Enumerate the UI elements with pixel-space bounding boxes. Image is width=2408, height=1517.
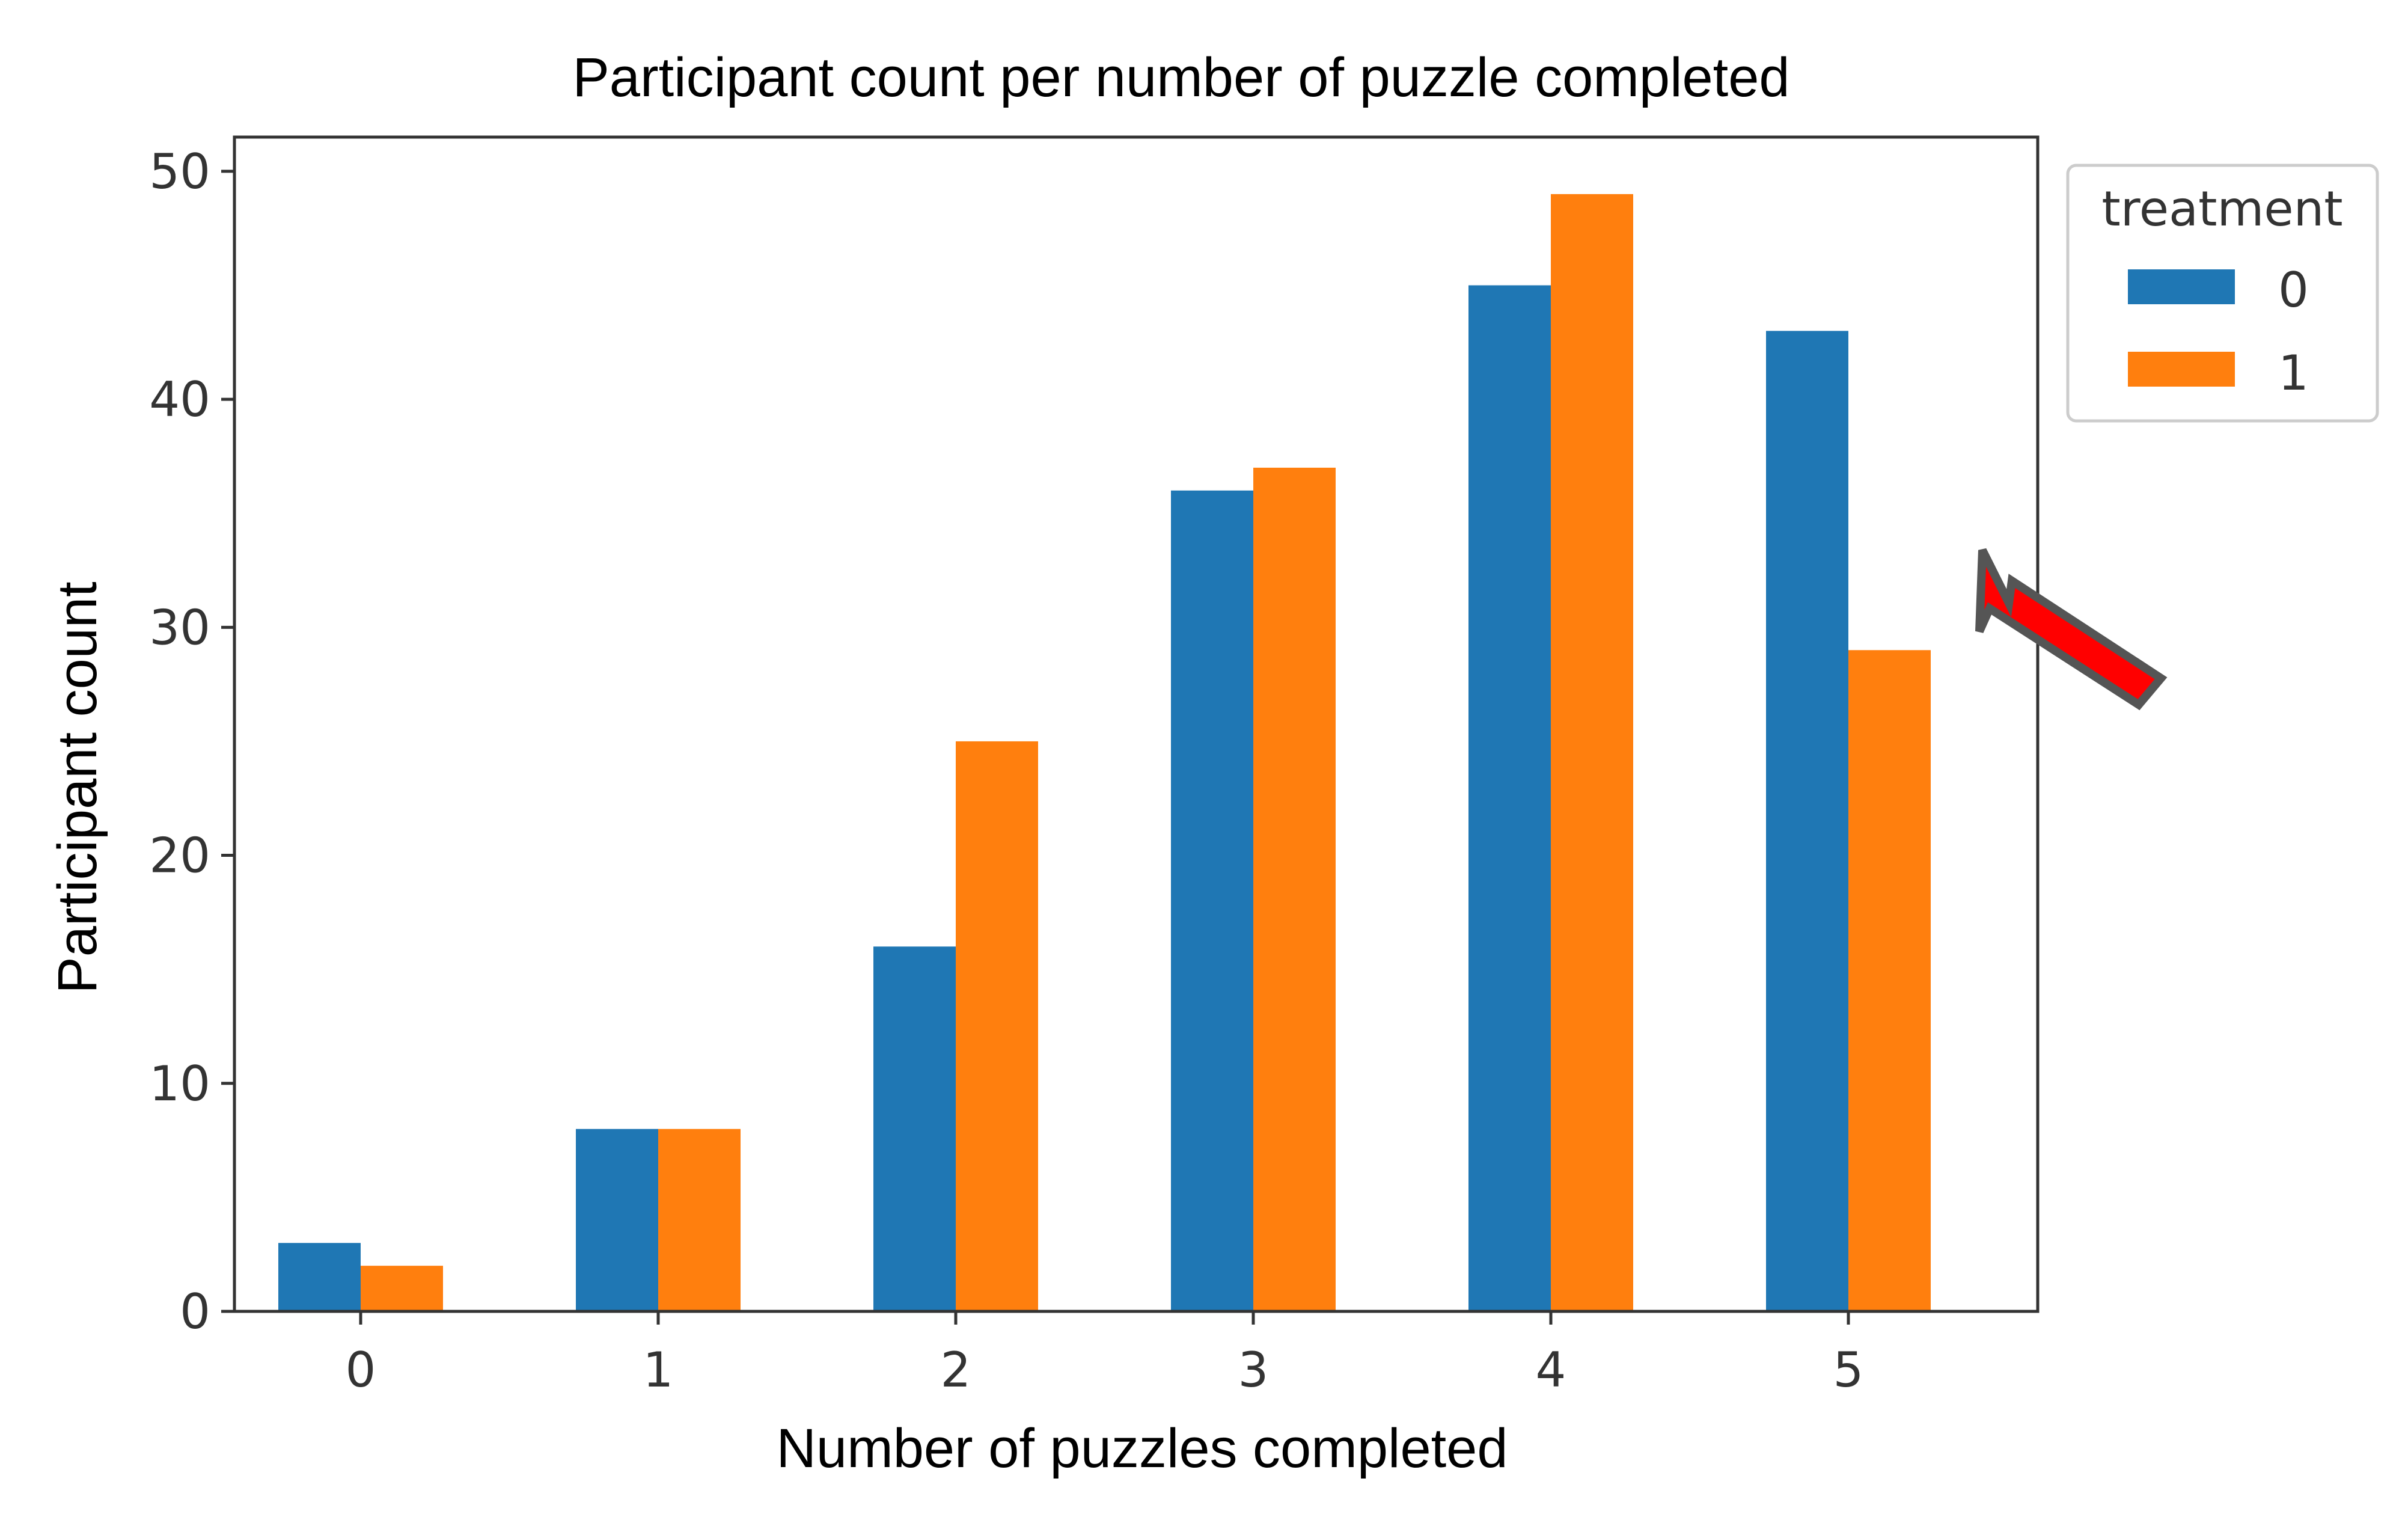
bar-series-1-cat-2 <box>956 741 1038 1311</box>
legend: treatment 0 1 <box>2066 164 2379 423</box>
bar-series-0-cat-3 <box>1171 490 1253 1311</box>
bar-series-1-cat-5 <box>1848 650 1931 1311</box>
y-tick-label: 50 <box>149 144 210 200</box>
arrow-icon <box>1975 548 2168 711</box>
x-tick-label: 1 <box>643 1342 674 1398</box>
bar-series-1-cat-1 <box>658 1129 741 1311</box>
chart-title: Participant count per number of puzzle c… <box>572 47 1789 108</box>
y-tick-label: 20 <box>149 828 210 884</box>
y-tick-label: 40 <box>149 372 210 428</box>
bar-series-1-cat-4 <box>1551 194 1633 1312</box>
x-tick-label: 2 <box>941 1342 971 1398</box>
legend-title: treatment <box>2101 181 2342 237</box>
red-arrow-annotation <box>1975 548 2168 711</box>
x-axis-ticks: 0 1 2 3 4 5 <box>346 1311 1864 1398</box>
x-tick-label: 0 <box>346 1342 376 1398</box>
y-axis-ticks: 0 10 20 30 40 50 <box>149 144 234 1340</box>
y-tick-label: 0 <box>180 1284 210 1340</box>
legend-swatch-series-0 <box>2128 269 2235 304</box>
bar-series-0-cat-2 <box>873 946 956 1311</box>
x-tick-label: 5 <box>1833 1342 1864 1398</box>
legend-label-series-0: 0 <box>2278 262 2309 318</box>
bar-series-0-cat-4 <box>1468 285 1551 1312</box>
legend-label-series-1: 1 <box>2278 345 2309 401</box>
bar-series-0-cat-5 <box>1766 331 1848 1311</box>
bar-series-1-cat-0 <box>361 1266 443 1311</box>
x-tick-label: 3 <box>1238 1342 1269 1398</box>
bars-group <box>278 194 1931 1312</box>
x-axis-label: Number of puzzles completed <box>776 1418 1508 1479</box>
y-axis-label: Participant count <box>47 581 108 993</box>
bar-series-0-cat-1 <box>576 1129 658 1311</box>
y-tick-label: 10 <box>149 1056 210 1112</box>
y-tick-label: 30 <box>149 599 210 655</box>
bar-series-1-cat-3 <box>1253 467 1336 1311</box>
bar-series-0-cat-0 <box>278 1243 361 1311</box>
legend-swatch-series-1 <box>2128 352 2235 387</box>
x-tick-label: 4 <box>1536 1342 1566 1398</box>
plot-frame <box>233 135 2040 1313</box>
